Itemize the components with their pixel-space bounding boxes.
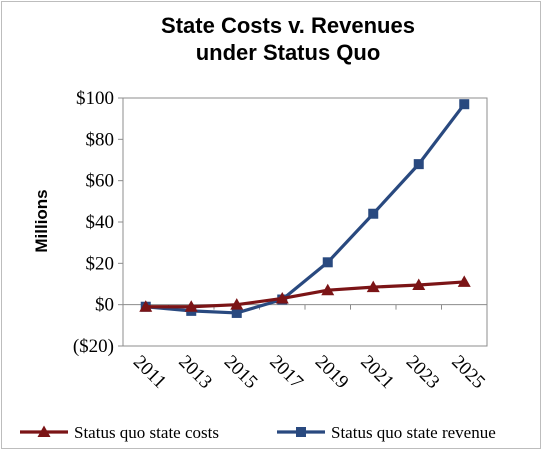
y-tick-label: $60 xyxy=(86,171,115,192)
y-axis-ticks: ($20) $0 $20 $40 $60 $80 $100 xyxy=(73,88,123,357)
data-point xyxy=(231,307,242,318)
data-point xyxy=(184,300,198,312)
x-axis-ticks: 2011 2013 2015 2017 2019 2021 2023 2025 xyxy=(122,304,489,393)
data-point xyxy=(457,275,471,287)
legend-label: Status quo state revenue xyxy=(331,423,496,442)
x-tick-label: 2019 xyxy=(311,351,353,393)
data-point xyxy=(139,300,153,312)
data-point xyxy=(322,257,333,268)
y-tick-label: $80 xyxy=(86,129,115,150)
series-costs xyxy=(139,275,471,312)
y-tick-label: ($20) xyxy=(73,336,114,357)
series-layer xyxy=(139,99,471,318)
legend: Status quo state costs Status quo state r… xyxy=(20,423,496,442)
x-tick-label: 2015 xyxy=(220,351,262,393)
x-tick-label: 2025 xyxy=(447,351,489,393)
chart-title-line-2: under Status Quo xyxy=(196,40,381,65)
x-tick-label: 2021 xyxy=(356,351,398,393)
y-tick-label: $20 xyxy=(86,253,115,274)
series-line xyxy=(145,280,465,309)
data-point xyxy=(412,278,426,291)
y-axis-label: Millions xyxy=(32,189,51,252)
series-line xyxy=(145,103,466,315)
x-tick-label: 2011 xyxy=(129,351,170,392)
legend-marker xyxy=(37,425,51,437)
legend-item: Status quo state revenue xyxy=(277,423,496,442)
data-point xyxy=(275,291,289,304)
x-tick-label: 2017 xyxy=(265,351,307,393)
chart-title-line-1: State Costs v. Revenues xyxy=(161,13,415,38)
data-point xyxy=(321,283,335,296)
chart-title: State Costs v. Revenues under Status Quo xyxy=(161,13,415,65)
y-tick-label: $0 xyxy=(95,295,114,316)
data-point xyxy=(366,280,380,293)
y-tick-label: $40 xyxy=(86,212,115,233)
data-point xyxy=(413,159,424,170)
legend-marker xyxy=(296,427,306,437)
y-tick-label: $100 xyxy=(76,88,114,109)
data-point xyxy=(459,99,470,110)
legend-label: Status quo state costs xyxy=(74,423,219,442)
data-point xyxy=(230,298,244,310)
x-tick-label: 2023 xyxy=(402,351,444,393)
data-point xyxy=(368,208,379,219)
x-tick-label: 2013 xyxy=(174,351,216,393)
legend-item: Status quo state costs xyxy=(20,423,219,442)
